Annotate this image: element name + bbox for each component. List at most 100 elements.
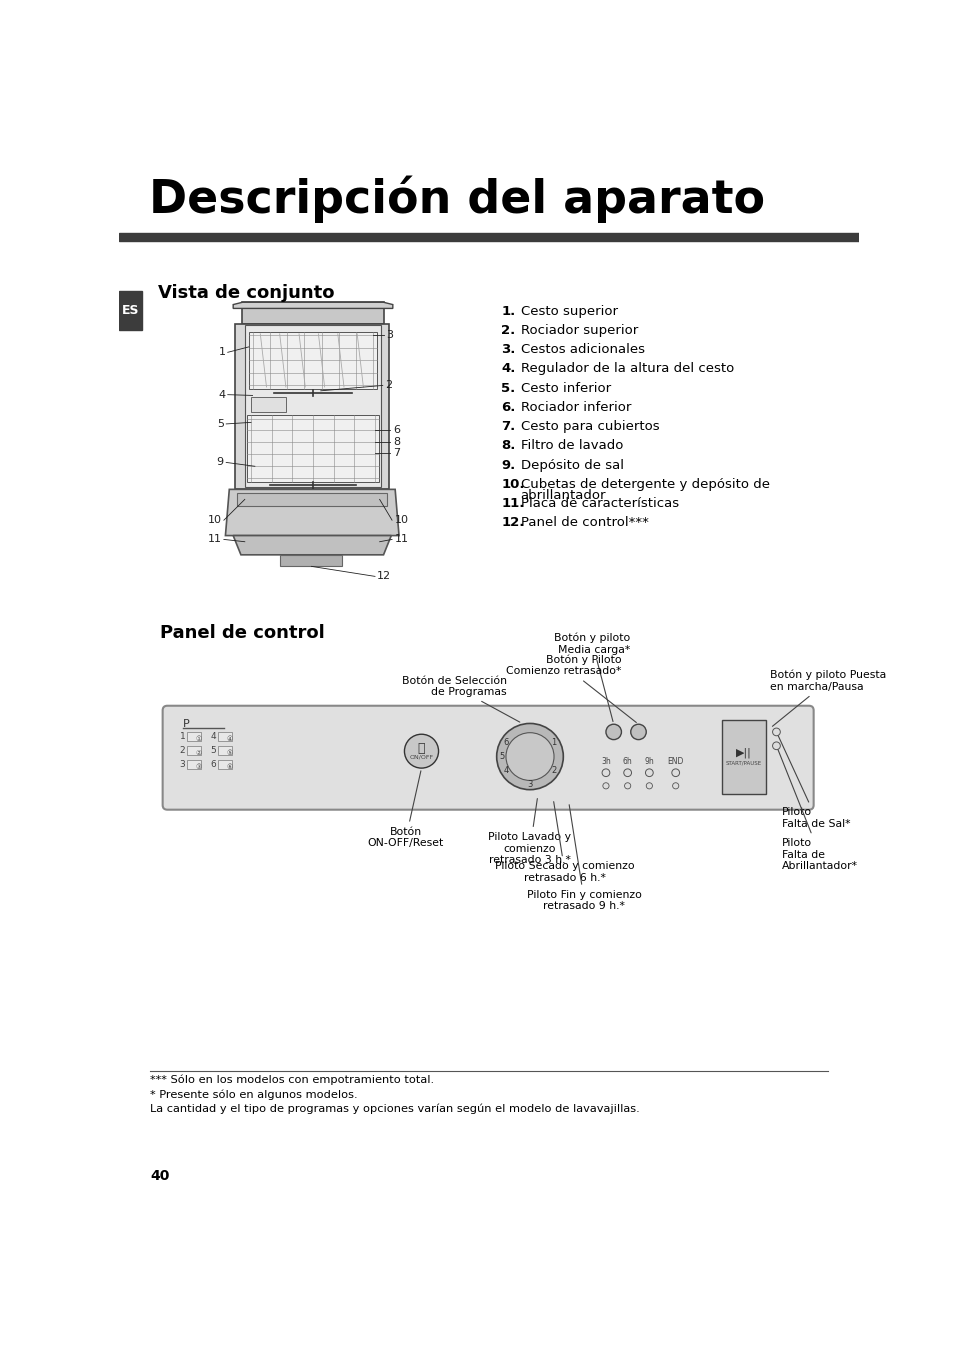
- Circle shape: [404, 734, 438, 769]
- Text: Piloto Lavado y
comienzo
retrasado 3 h.*: Piloto Lavado y comienzo retrasado 3 h.*: [488, 798, 571, 865]
- Text: 1.: 1.: [500, 304, 515, 317]
- Text: 11: 11: [208, 535, 221, 544]
- Circle shape: [624, 782, 630, 789]
- Text: 3: 3: [386, 331, 394, 340]
- Text: *** Sólo en los modelos con empotramiento total.: *** Sólo en los modelos con empotramient…: [150, 1074, 434, 1085]
- Circle shape: [645, 769, 653, 777]
- Text: 11.: 11.: [500, 497, 524, 511]
- Bar: [245, 326, 381, 488]
- Circle shape: [671, 769, 679, 777]
- Bar: [218, 732, 233, 742]
- Text: 5.: 5.: [500, 381, 515, 394]
- Circle shape: [772, 742, 780, 750]
- Text: 4: 4: [211, 732, 216, 740]
- Text: 2: 2: [385, 381, 392, 390]
- Text: Vista de conjunto: Vista de conjunto: [158, 284, 335, 301]
- Text: 6: 6: [393, 426, 399, 435]
- Text: ⑥: ⑥: [227, 763, 233, 770]
- Bar: [251, 397, 286, 412]
- Text: ON/OFF: ON/OFF: [409, 755, 433, 759]
- Text: P: P: [183, 719, 190, 728]
- Text: 9: 9: [216, 458, 224, 467]
- Text: 6.: 6.: [500, 401, 516, 413]
- Circle shape: [497, 723, 562, 790]
- Text: Botón y Piloto
Comienzo retrasado*: Botón y Piloto Comienzo retrasado*: [505, 654, 636, 723]
- Text: 8.: 8.: [500, 439, 516, 453]
- Text: Rociador inferior: Rociador inferior: [520, 401, 631, 413]
- Bar: [218, 746, 233, 755]
- Text: ⏻: ⏻: [417, 742, 425, 755]
- Text: ④: ④: [227, 736, 233, 742]
- Text: 5: 5: [211, 746, 216, 755]
- Polygon shape: [233, 303, 393, 308]
- Text: 6: 6: [502, 738, 508, 747]
- Text: 9h: 9h: [644, 757, 654, 766]
- Text: Regulador de la altura del cesto: Regulador de la altura del cesto: [520, 362, 733, 376]
- Text: Panel de control: Panel de control: [159, 624, 324, 642]
- Text: 1: 1: [218, 347, 225, 357]
- Text: ▶||: ▶||: [736, 747, 751, 758]
- Polygon shape: [235, 324, 389, 489]
- Text: 8: 8: [393, 436, 399, 447]
- Text: 5: 5: [499, 753, 504, 761]
- Text: 4.: 4.: [500, 362, 516, 376]
- Circle shape: [672, 782, 679, 789]
- Text: Depósito de sal: Depósito de sal: [520, 458, 623, 471]
- Text: Filtro de lavado: Filtro de lavado: [520, 439, 622, 453]
- Circle shape: [772, 728, 780, 736]
- Text: 40: 40: [150, 1169, 170, 1183]
- Circle shape: [623, 769, 631, 777]
- Text: 1: 1: [551, 738, 557, 747]
- Text: * Presente sólo en algunos modelos.: * Presente sólo en algunos modelos.: [150, 1089, 357, 1100]
- Text: 6h: 6h: [622, 757, 632, 766]
- Circle shape: [630, 724, 645, 739]
- Bar: [119, 232, 858, 240]
- Text: 3h: 3h: [600, 757, 610, 766]
- Text: 10.: 10.: [500, 478, 524, 490]
- Circle shape: [505, 732, 554, 781]
- Text: 10: 10: [208, 515, 221, 526]
- Text: 4: 4: [502, 766, 508, 775]
- Text: Piloto
Falta de
Abrillantador*: Piloto Falta de Abrillantador*: [777, 748, 857, 871]
- Text: Cesto superior: Cesto superior: [520, 304, 617, 317]
- Text: Placa de características: Placa de características: [520, 497, 679, 511]
- Text: ⑤: ⑤: [227, 750, 233, 755]
- Text: Cesto inferior: Cesto inferior: [520, 381, 610, 394]
- Text: 1: 1: [179, 732, 185, 740]
- Bar: [187, 746, 201, 755]
- Text: Botón y piloto Puesta
en marcha/Pausa: Botón y piloto Puesta en marcha/Pausa: [769, 670, 885, 727]
- Text: START/PAUSE: START/PAUSE: [725, 761, 761, 765]
- Text: 5: 5: [216, 419, 224, 428]
- Bar: [236, 493, 387, 507]
- Text: Cubetas de detergente y depósito de: Cubetas de detergente y depósito de: [520, 478, 769, 490]
- Text: END: END: [667, 757, 683, 766]
- Polygon shape: [242, 303, 383, 324]
- Bar: [721, 720, 765, 793]
- Circle shape: [310, 482, 315, 488]
- Text: Piloto Fin y comienzo
retrasado 9 h.*: Piloto Fin y comienzo retrasado 9 h.*: [526, 805, 641, 912]
- Circle shape: [645, 782, 652, 789]
- FancyBboxPatch shape: [162, 705, 813, 809]
- Text: La cantidad y el tipo de programas y opciones varían según el modelo de lavavaji: La cantidad y el tipo de programas y opc…: [150, 1104, 639, 1115]
- Text: Cestos adicionales: Cestos adicionales: [520, 343, 644, 357]
- Text: Descripción del aparato: Descripción del aparato: [149, 176, 764, 223]
- Text: ①: ①: [195, 736, 202, 742]
- Text: Panel de control***: Panel de control***: [520, 516, 648, 530]
- Text: 7: 7: [393, 449, 399, 458]
- Text: 3: 3: [179, 759, 185, 769]
- Text: 2: 2: [179, 746, 185, 755]
- Text: ②: ②: [195, 750, 202, 755]
- Circle shape: [601, 769, 609, 777]
- Circle shape: [602, 782, 608, 789]
- Bar: [249, 331, 377, 389]
- Bar: [218, 759, 233, 769]
- Text: 3: 3: [527, 780, 532, 789]
- Text: 11: 11: [394, 535, 408, 544]
- Circle shape: [292, 496, 299, 503]
- Ellipse shape: [319, 496, 335, 503]
- Circle shape: [310, 390, 315, 396]
- Text: 7.: 7.: [500, 420, 515, 434]
- Text: Piloto
Falta de Sal*: Piloto Falta de Sal*: [777, 735, 849, 830]
- Text: Cesto para cubiertos: Cesto para cubiertos: [520, 420, 659, 434]
- Text: abrillantador: abrillantador: [520, 489, 605, 501]
